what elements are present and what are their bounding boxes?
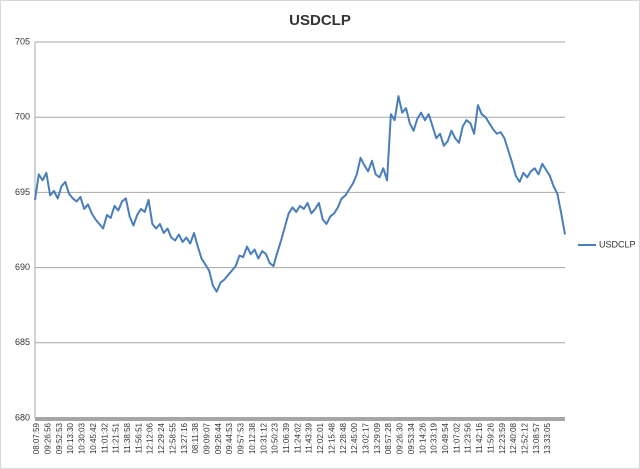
x-tick-label: 11:23:56 <box>464 422 473 453</box>
data-line <box>34 95 566 293</box>
x-tick-label: 12:23:59 <box>498 422 507 454</box>
x-tick-label: 10:45:42 <box>89 422 98 454</box>
chart-title: USDCLP <box>289 12 351 29</box>
x-tick-label: 11:01:32 <box>100 422 109 453</box>
y-tick-label: 700 <box>15 112 30 122</box>
x-tick-label: 09:53:34 <box>407 422 416 454</box>
x-tick-label: 10:30:03 <box>78 422 87 454</box>
legend-label: USDCLP <box>599 239 636 249</box>
y-tick-label: 690 <box>15 262 30 272</box>
x-tick-label: 10:31:12 <box>259 422 268 454</box>
x-tick-label: 12:58:55 <box>168 422 177 454</box>
x-tick-label: 12:40:08 <box>509 422 518 454</box>
x-tick-label: 13:29:09 <box>373 422 382 454</box>
x-tick-label: 10:50:23 <box>271 422 280 454</box>
x-tick-label: 13:08:57 <box>532 422 541 454</box>
x-tick-label: 12:15:48 <box>327 422 336 454</box>
x-tick-label: 10:14:26 <box>418 422 427 454</box>
x-tick-label: 09:26:56 <box>43 422 52 454</box>
x-axis <box>35 417 565 421</box>
x-tick-label: 12:12:06 <box>146 422 155 454</box>
x-tick-label: 13:02:17 <box>361 422 370 454</box>
x-tick-label: 10:13:30 <box>66 422 75 454</box>
x-tick-label: 12:28:48 <box>339 422 348 454</box>
x-tick-label: 09:44:53 <box>225 422 234 454</box>
x-tick-label: 12:29:24 <box>157 422 166 454</box>
x-tick-label: 11:21:51 <box>112 422 121 453</box>
y-tick-label: 695 <box>15 187 30 197</box>
x-tick-label: 10:33:19 <box>430 422 439 454</box>
x-tick-label: 13:27:16 <box>180 422 189 454</box>
x-tick-label: 12:45:00 <box>350 422 359 454</box>
x-tick-label: 12:52:12 <box>520 422 529 454</box>
x-tick-label: 11:24:02 <box>293 422 302 453</box>
x-tick-label: 11:38:58 <box>123 422 132 453</box>
x-tick-label: 09:09:07 <box>202 422 211 454</box>
x-tick-label: 10:12:38 <box>248 422 257 454</box>
x-tick-label: 09:26:30 <box>396 422 405 454</box>
x-tick-label: 11:06:39 <box>282 422 291 453</box>
y-tick-label: 680 <box>15 412 30 422</box>
x-tick-label: 11:59:26 <box>486 422 495 453</box>
x-tick-label: 12:02:01 <box>316 422 325 454</box>
x-tick-label: 10:49:54 <box>441 422 450 454</box>
x-tick-label: 08:57:28 <box>384 422 393 454</box>
x-tick-label: 09:57:53 <box>237 422 246 454</box>
x-tick-label: 09:52:53 <box>55 422 64 454</box>
x-tick-label: 09:26:44 <box>214 422 223 454</box>
x-tick-label: 08:11:38 <box>191 422 200 453</box>
y-tick-label: 705 <box>15 36 30 46</box>
y-tick-label: 685 <box>15 337 30 347</box>
x-tick-label: 08:07:59 <box>32 422 41 454</box>
x-tick-label: 11:07:02 <box>452 422 461 453</box>
x-tick-label: 11:42:16 <box>475 422 484 453</box>
x-tick-label: 11:56:51 <box>134 422 143 453</box>
x-tick-label: 13:33:05 <box>543 422 552 454</box>
x-tick-label: 11:43:39 <box>305 422 314 453</box>
